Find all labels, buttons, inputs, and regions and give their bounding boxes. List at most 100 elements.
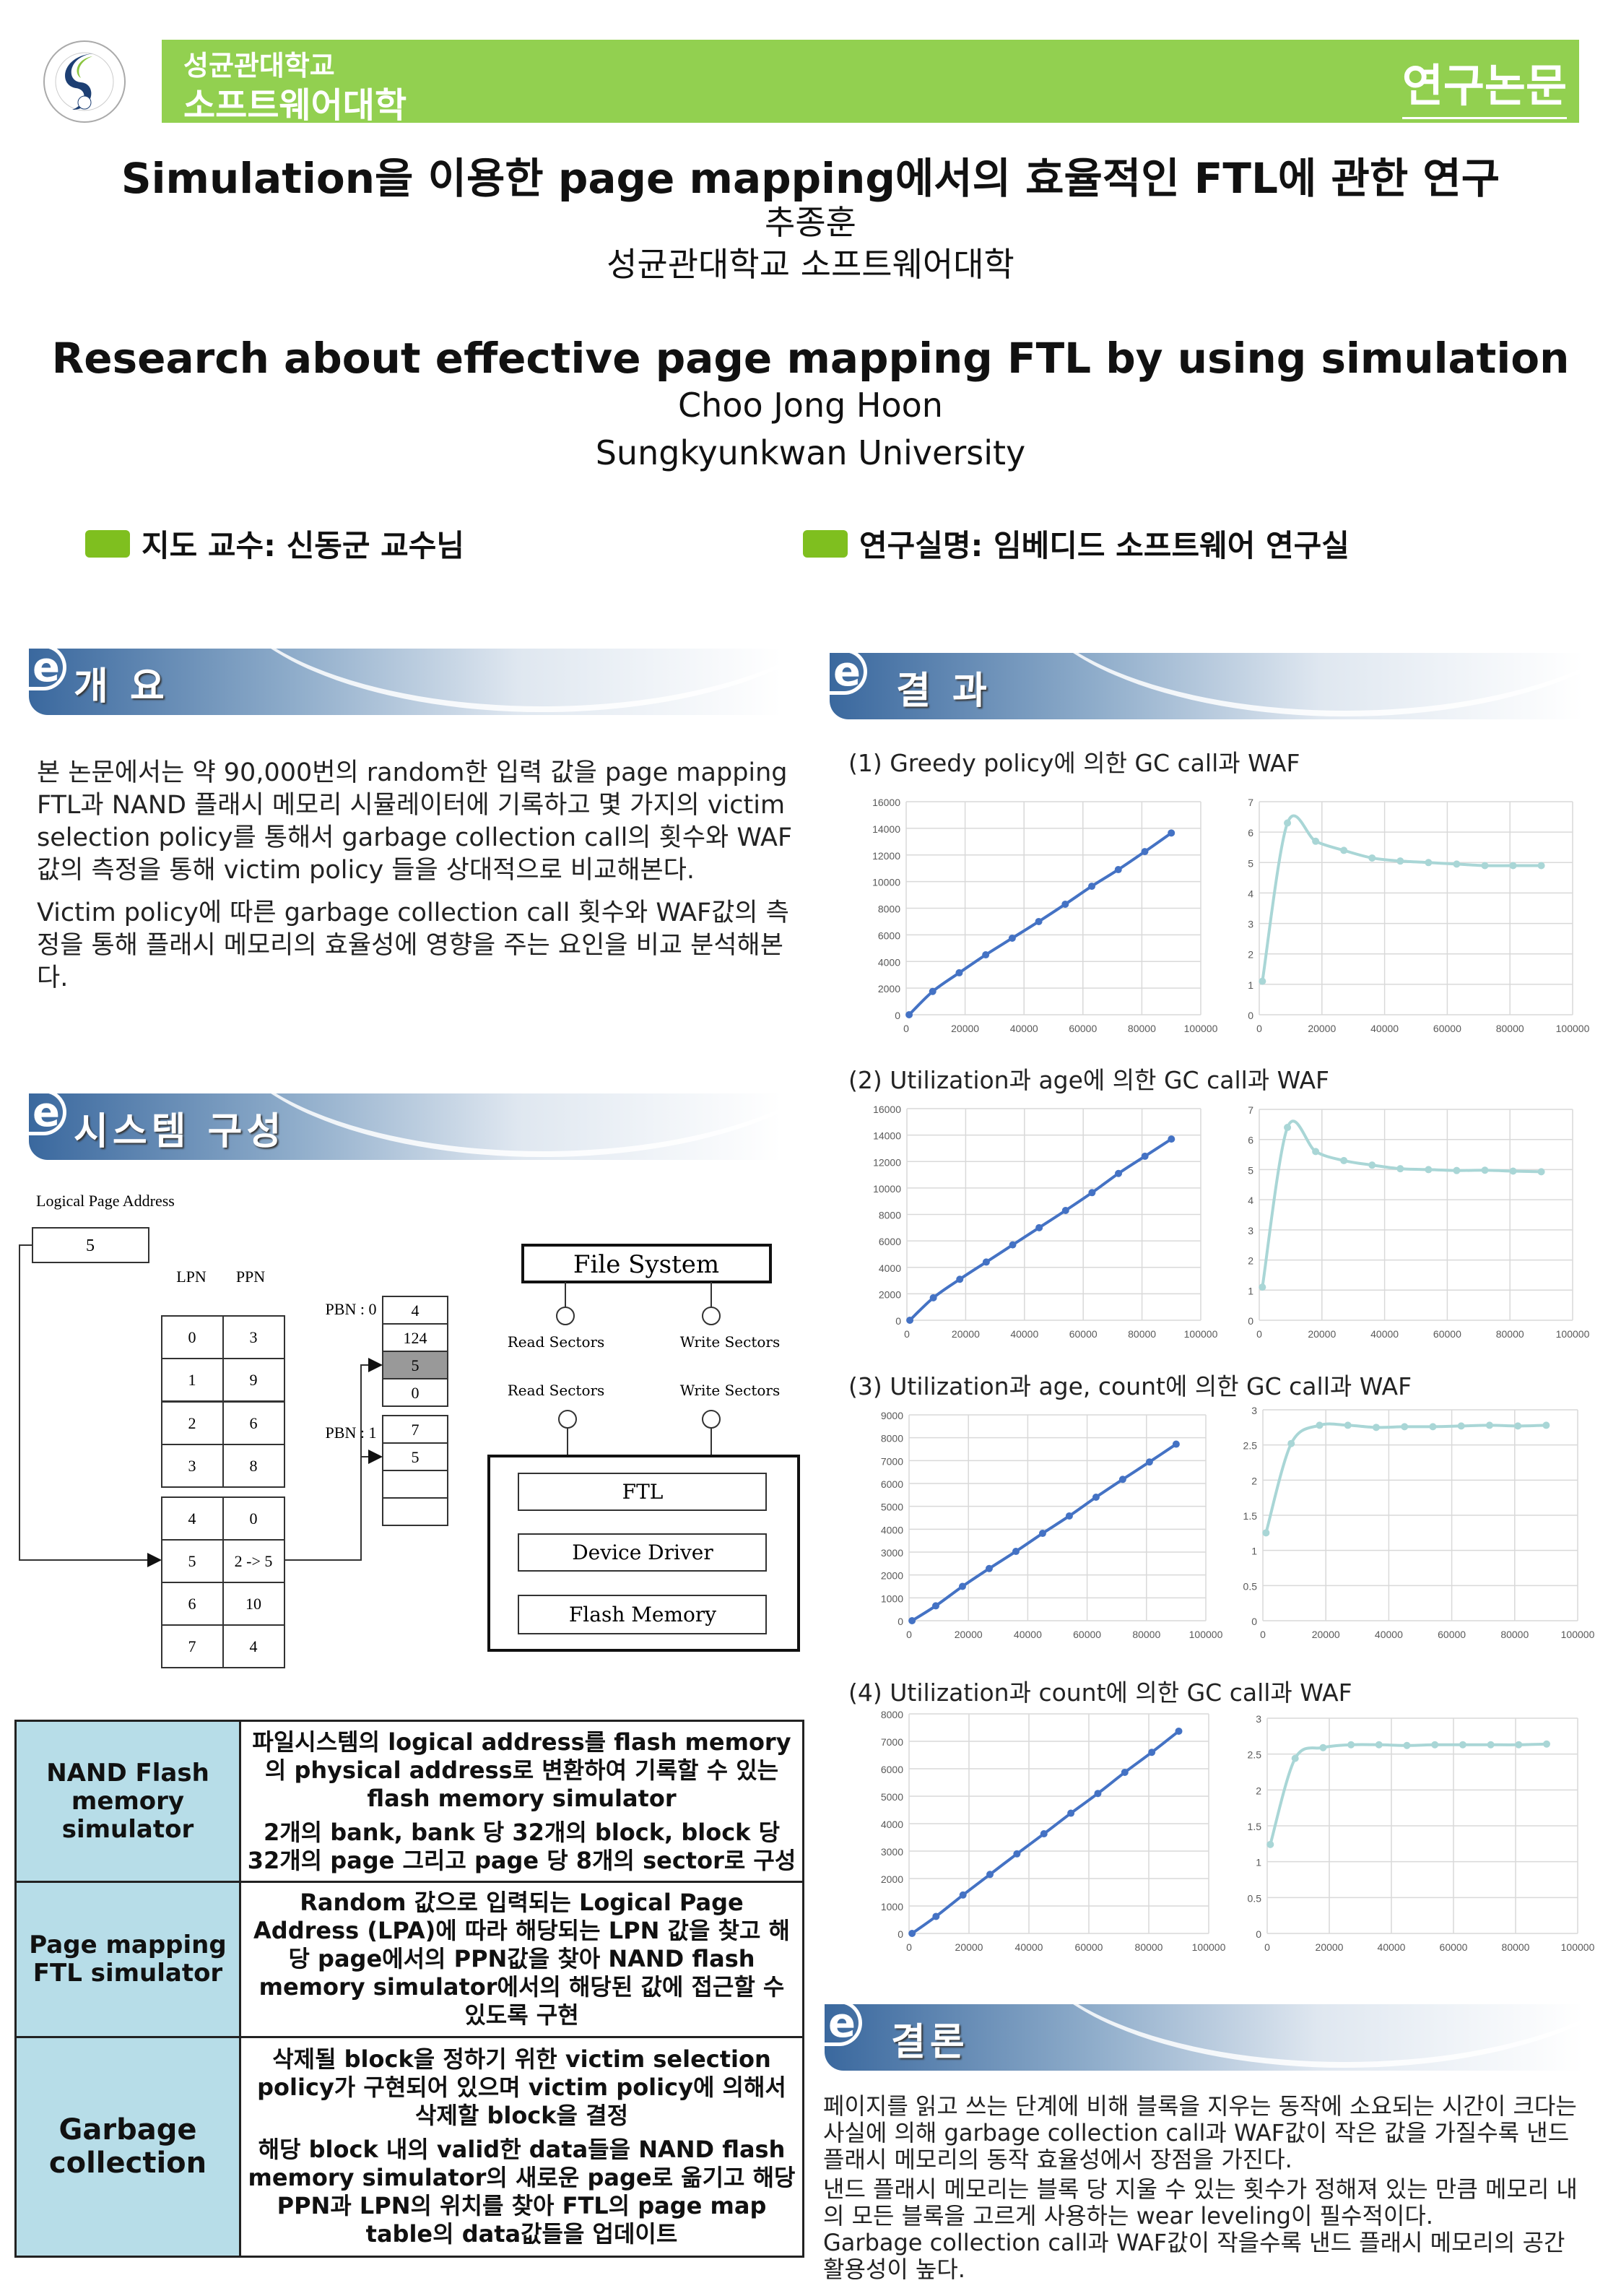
data-point: [956, 1275, 964, 1283]
data-point: [1145, 1458, 1153, 1466]
x-tick-label: 0: [906, 1629, 912, 1640]
data-point: [1537, 862, 1545, 870]
y-tick-label: 1: [1256, 1857, 1261, 1868]
x-tick-label: 40000: [1375, 1629, 1403, 1640]
x-tick-label: 80000: [1135, 1941, 1163, 1953]
data-point: [1168, 829, 1175, 837]
lpn-value: 4: [188, 1509, 196, 1528]
y-tick-label: 2: [1256, 1785, 1261, 1796]
data-point: [1284, 819, 1292, 827]
x-tick-label: 0: [904, 1328, 910, 1340]
data-point: [1509, 862, 1517, 870]
page-cell: [382, 1470, 448, 1499]
y-tick-label: 4000: [881, 1819, 903, 1830]
data-point: [905, 1011, 913, 1018]
y-tick-label: 10000: [873, 1183, 901, 1195]
author-korean: 추종훈: [765, 203, 856, 242]
data-point: [1514, 1422, 1522, 1430]
y-tick-label: 6000: [879, 1236, 901, 1247]
data-point: [1141, 848, 1149, 856]
y-tick-label: 7: [1248, 1104, 1253, 1116]
y-tick-label: 4: [1248, 888, 1253, 899]
y-tick-label: 1000: [881, 1593, 903, 1604]
data-point: [985, 1564, 993, 1572]
device-driver-box: [518, 1533, 767, 1572]
data-point: [1425, 1166, 1433, 1174]
data-point: [1425, 859, 1433, 867]
data-point: [908, 1617, 916, 1624]
section-header-system: e 시스템 구성: [29, 1093, 781, 1160]
series-line: [1261, 814, 1542, 982]
y-tick-label: 3: [1251, 1405, 1257, 1416]
description-line: 삭제될 block을 정하기 위한 victim selection polic…: [257, 2045, 786, 2129]
data-point: [1065, 1512, 1073, 1520]
data-point: [1061, 900, 1069, 908]
series-line: [1269, 1742, 1547, 1845]
series-line: [1264, 1422, 1547, 1533]
component-name: Page mapping FTL simulator: [14, 1881, 241, 2038]
result-label-1: (1) Greedy policy에 의한 GC call과 WAF: [848, 749, 1300, 777]
data-point: [1067, 1809, 1075, 1817]
component-description: Random 값으로 입력되는 Logical Page Address (LP…: [239, 1881, 804, 2038]
y-tick-label: 14000: [872, 823, 900, 835]
data-point: [1347, 1741, 1355, 1749]
data-point: [932, 1912, 940, 1920]
x-tick-label: 60000: [1075, 1941, 1103, 1953]
page-value: 0: [412, 1384, 420, 1402]
y-tick-label: 6000: [881, 1478, 903, 1490]
y-tick-label: 0.5: [1243, 1580, 1258, 1592]
data-point: [1453, 1166, 1461, 1174]
y-tick-label: 5: [1248, 857, 1253, 869]
result-label-4: (4) Utilization과 count에 의한 GC call과 WAF: [848, 1678, 1352, 1707]
ppn-value: 9: [250, 1371, 258, 1389]
data-point: [1094, 1790, 1102, 1798]
lpn-value: 2: [188, 1414, 196, 1432]
data-point: [906, 1317, 914, 1324]
y-tick-label: 1000: [881, 1901, 903, 1912]
ppn-cell: [222, 1582, 285, 1626]
y-tick-label: 6: [1248, 1135, 1253, 1146]
page-cell: [382, 1323, 448, 1352]
conclusion-paragraph: 페이지를 읽고 쓰는 단계에 비해 블록을 지우는 동작에 소요되는 시간이 크…: [823, 2092, 1577, 2173]
data-point: [1118, 1476, 1126, 1483]
data-point: [1431, 1741, 1439, 1749]
x-tick-label: 40000: [1015, 1941, 1043, 1953]
data-point: [1121, 1768, 1129, 1776]
data-point: [1372, 1424, 1380, 1431]
x-tick-label: 20000: [955, 1941, 983, 1953]
data-point: [1312, 837, 1320, 845]
bullet-square: [803, 529, 848, 558]
ppn-value: 10: [245, 1595, 261, 1613]
data-point: [1009, 1241, 1017, 1249]
chart-3-waf: 0 0.5 1 1.5 2 2.5 3 0 20000 40000 60000 80000 100000: [1243, 1405, 1595, 1640]
data-point: [1088, 883, 1096, 891]
lpn-cell: [161, 1401, 224, 1445]
x-tick-label: 0: [1256, 1023, 1262, 1034]
university-name: 성균관대학교: [183, 50, 335, 82]
x-tick-label: 100000: [1192, 1941, 1226, 1953]
data-point: [1453, 860, 1461, 868]
y-tick-label: 5000: [881, 1502, 903, 1513]
physical-blocks: 4 124 5 0 7 5: [382, 1296, 448, 1526]
y-tick-label: 5: [1248, 1164, 1253, 1176]
x-tick-label: 20000: [1316, 1941, 1344, 1953]
y-tick-label: 2.5: [1248, 1749, 1262, 1761]
lpn-cell: [161, 1358, 224, 1402]
y-tick-label: 8000: [881, 1709, 903, 1720]
data-point: [929, 987, 936, 995]
ppn-cell: [222, 1624, 285, 1668]
y-tick-label: 14000: [873, 1130, 901, 1142]
data-point: [1088, 1189, 1096, 1197]
lpn-value: 0: [188, 1328, 196, 1346]
table-row: Garbage collection 삭제될 block을 정하기 위한 vic…: [14, 2035, 804, 2258]
y-tick-label: 4: [1248, 1195, 1253, 1206]
component-description: 파일시스템의 logical address를 flash memory의 ph…: [239, 1719, 804, 1884]
data-point: [908, 1930, 916, 1937]
data-point: [959, 1891, 967, 1899]
advisor-text: 지도 교수: 신동군 교수님: [142, 528, 465, 563]
data-point: [1168, 1135, 1175, 1143]
description-line: Random 값으로 입력되는 Logical Page Address (LP…: [253, 1889, 790, 2029]
university-logo: [43, 40, 126, 123]
data-point: [1040, 1830, 1048, 1838]
write-port-icon: [702, 1410, 721, 1429]
